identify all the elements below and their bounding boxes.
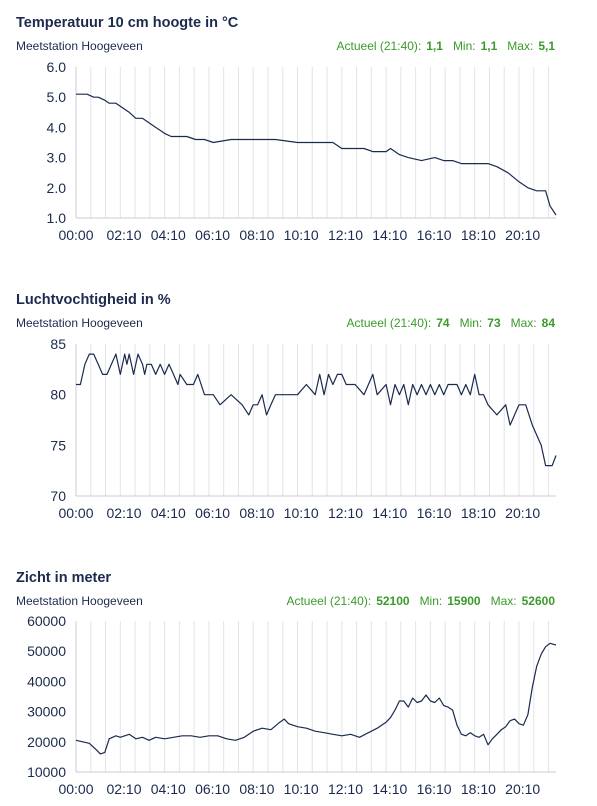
actueel-label: Actueel (21:40): xyxy=(336,39,422,53)
actueel-value: 1,1 xyxy=(426,39,443,53)
min-label: Min: xyxy=(459,316,483,330)
humidity-panel: Luchtvochtigheid in % Meetstation Hoogev… xyxy=(0,292,597,527)
min-value: 73 xyxy=(487,316,501,330)
max-label: Max: xyxy=(507,39,534,53)
max-label: Max: xyxy=(490,594,517,608)
temperature-panel: Temperatuur 10 cm hoogte in °C Meetstati… xyxy=(0,15,597,250)
visibility-panel: Zicht in meter Meetstation Hoogeveen Act… xyxy=(0,570,597,805)
chart-title: Zicht in meter xyxy=(16,570,112,586)
chart-title: Luchtvochtigheid in % xyxy=(16,292,171,308)
max-label: Max: xyxy=(510,316,537,330)
min-label: Min: xyxy=(419,594,443,608)
stats-line: Actueel (21:40): 1,1 Min: 1,1 Max: 5,1 xyxy=(337,39,555,53)
actueel-label: Actueel (21:40): xyxy=(346,316,432,330)
stats-line: Actueel (21:40): 74 Min: 73 Max: 84 xyxy=(347,316,555,330)
min-value: 15900 xyxy=(447,594,481,608)
min-label: Min: xyxy=(452,39,476,53)
min-value: 1,1 xyxy=(480,39,498,53)
chart-title: Temperatuur 10 cm hoogte in °C xyxy=(16,15,239,31)
stats-line: Actueel (21:40): 52100 Min: 15900 Max: 52600 xyxy=(286,594,555,608)
max-value: 84 xyxy=(541,316,555,330)
max-value: 5,1 xyxy=(538,39,555,53)
actueel-value: 74 xyxy=(436,316,450,330)
max-value: 52600 xyxy=(521,594,555,608)
station-label: Meetstation Hoogeveen xyxy=(16,316,143,330)
actueel-value: 52100 xyxy=(376,594,410,608)
station-label: Meetstation Hoogeveen xyxy=(16,39,143,53)
actueel-label: Actueel (21:40): xyxy=(286,594,372,608)
station-label: Meetstation Hoogeveen xyxy=(16,594,143,608)
